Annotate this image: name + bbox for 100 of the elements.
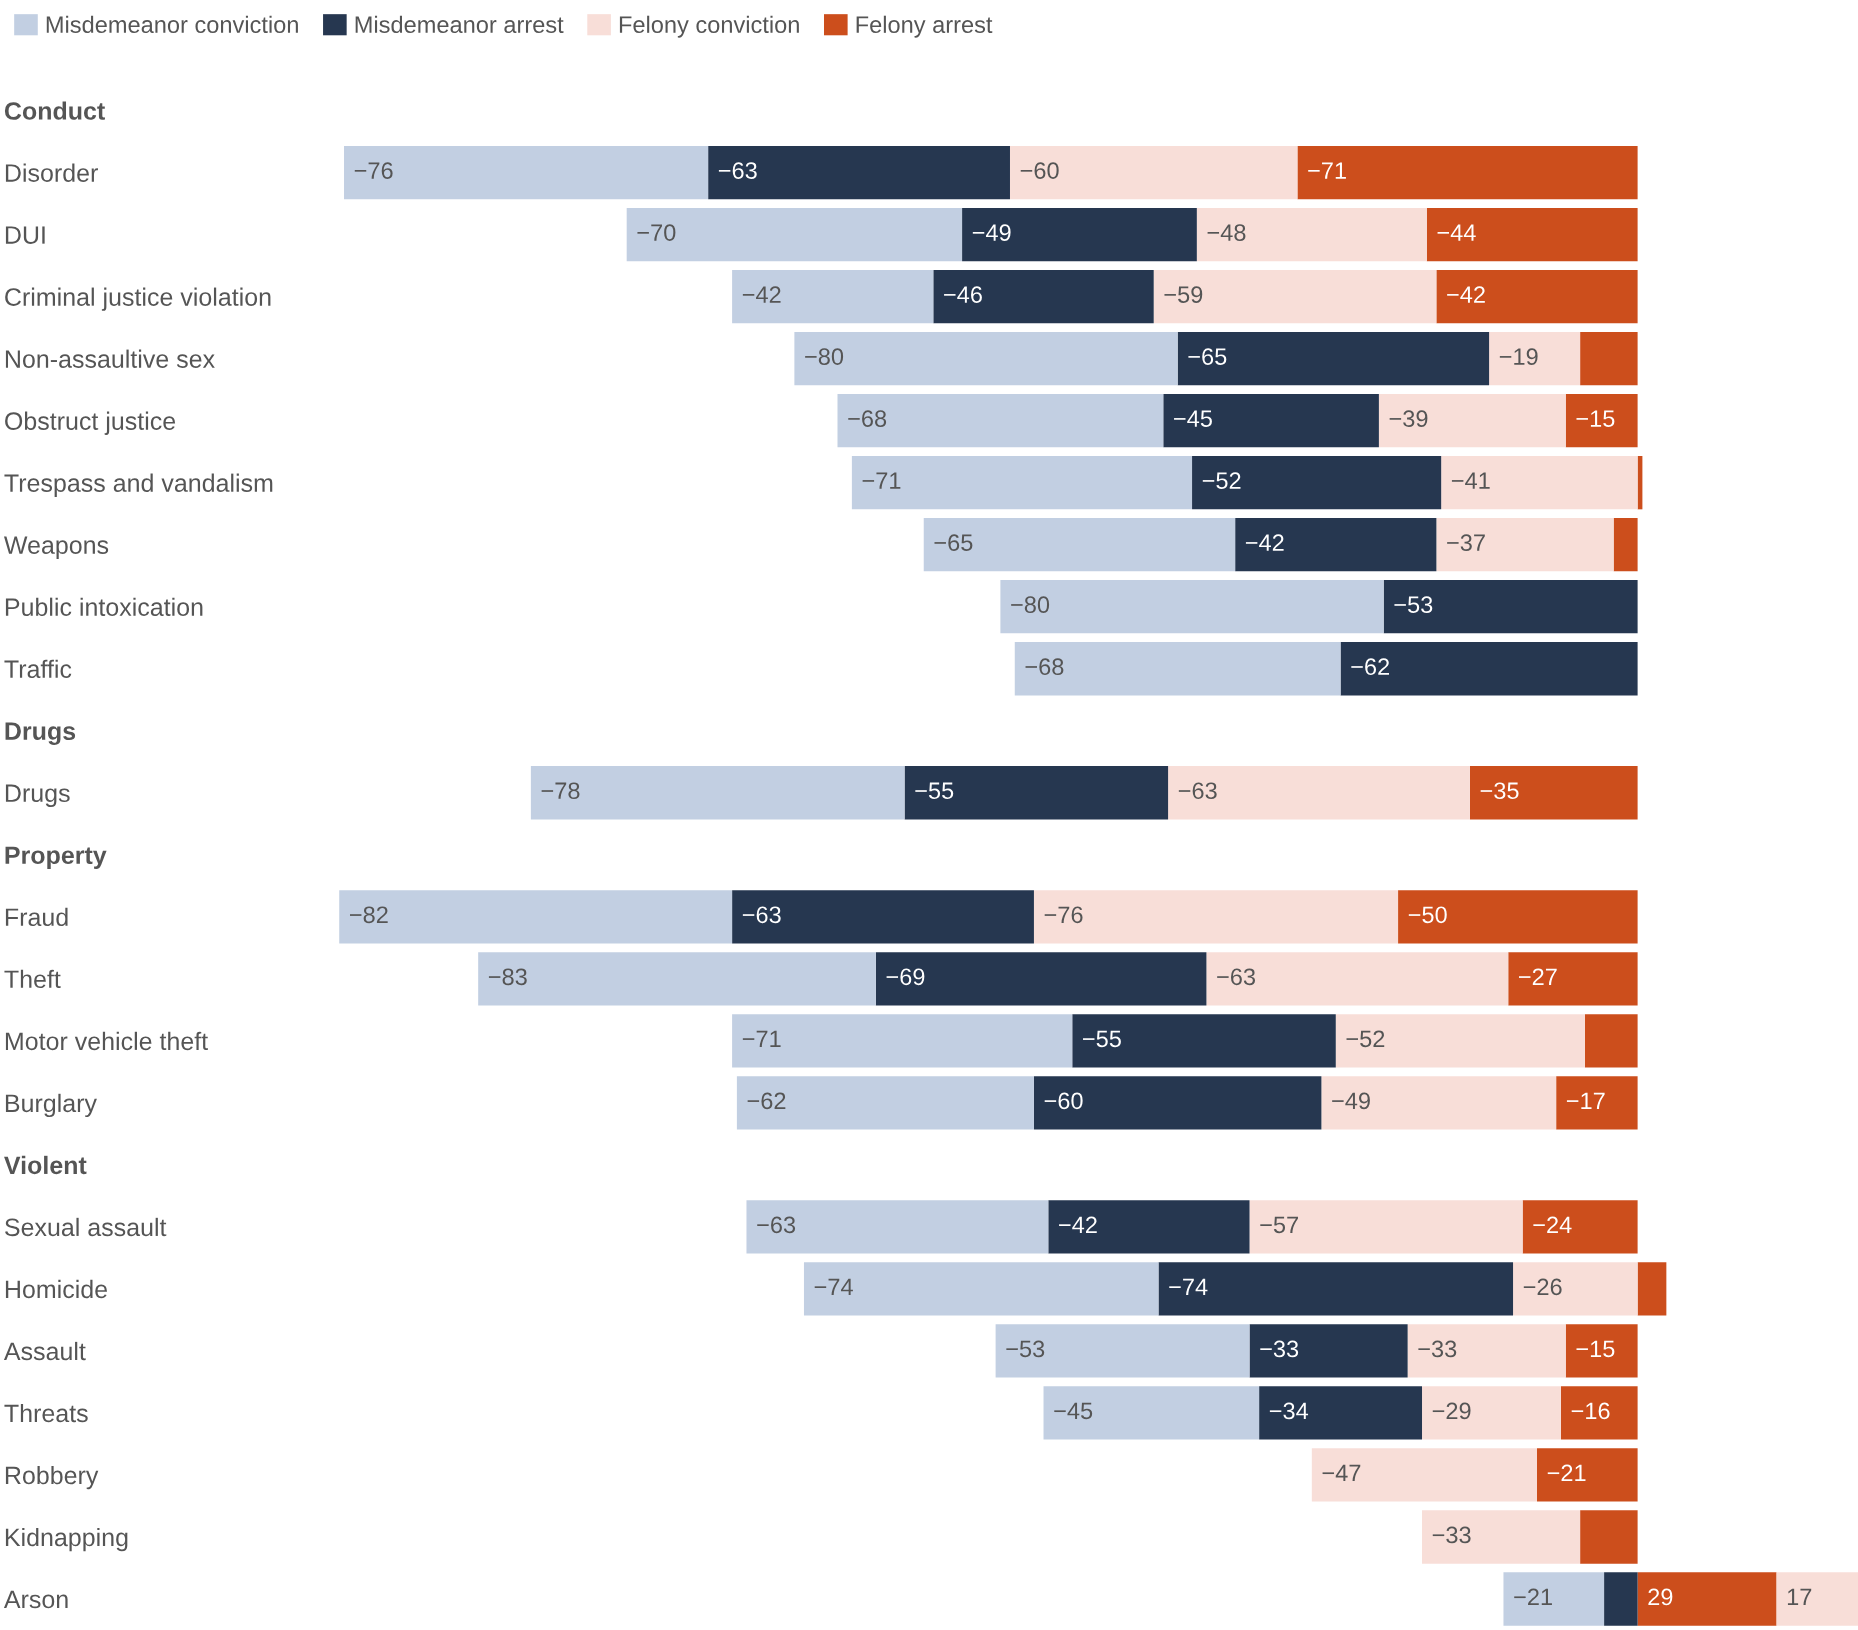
y-tick-label: Fraud: [5, 907, 68, 927]
y-tick-label: Drugs: [5, 722, 76, 746]
data-label: −44: [1437, 224, 1476, 241]
data-label: −59: [1164, 286, 1203, 303]
bar: [732, 1014, 1073, 1068]
data-label: −63: [1178, 782, 1217, 800]
data-label: −57: [1260, 1216, 1298, 1234]
bar: [803, 1262, 1159, 1316]
data-label: −62: [1351, 658, 1390, 676]
data-label: −41: [1451, 472, 1490, 489]
bar: [1297, 145, 1638, 200]
data-label: −42: [1059, 1216, 1097, 1233]
bar: [736, 1076, 1034, 1130]
data-label: −48: [1207, 224, 1246, 241]
data-label: −65: [1188, 348, 1227, 365]
bar: [1168, 766, 1470, 820]
bar: [1637, 1262, 1667, 1316]
y-tick-label: Homicide: [5, 1279, 107, 1299]
y-tick-label: Criminal justice violation: [5, 287, 271, 311]
data-label: −19: [1499, 348, 1538, 365]
data-label: −69: [886, 968, 925, 986]
y-tick-label: Burglary: [5, 1093, 97, 1118]
data-label: −60: [1044, 1092, 1083, 1110]
data-label: −46: [944, 286, 982, 303]
data-label: −53: [1006, 1340, 1045, 1358]
data-label: −34: [1269, 1402, 1309, 1420]
legend-label: Felony arrest: [856, 15, 993, 38]
data-label: −55: [1083, 1030, 1121, 1048]
bar: [904, 766, 1169, 820]
data-label: −80: [805, 348, 844, 365]
data-label: −15: [1576, 1340, 1615, 1358]
data-label: −16: [1571, 1402, 1610, 1420]
bar: [1537, 1448, 1638, 1502]
bar: [1398, 890, 1638, 944]
data-label: −26: [1523, 1278, 1562, 1296]
y-tick-label: Theft: [4, 969, 61, 989]
y-tick-label: Motor vehicle theft: [5, 1031, 208, 1051]
bar: [1249, 1200, 1523, 1254]
bar: [1441, 456, 1638, 510]
bar: [1469, 766, 1638, 820]
legend-label: Felony conviction: [619, 15, 799, 38]
bar: [1259, 1386, 1423, 1440]
data-label: −80: [1011, 596, 1050, 614]
bar: [1565, 393, 1638, 448]
data-label: −21: [1514, 1588, 1552, 1606]
data-label: −33: [1432, 1526, 1471, 1544]
data-label: −52: [1202, 472, 1241, 490]
y-tick-label: Disorder: [5, 163, 98, 182]
data-label: 17: [1787, 1588, 1812, 1606]
bar: [1436, 518, 1614, 572]
data-label: −82: [349, 906, 388, 924]
data-label: −45: [1174, 410, 1212, 427]
bar: [1177, 331, 1490, 386]
data-label: −74: [1169, 1278, 1208, 1296]
data-label: −42: [742, 286, 781, 303]
bar: [933, 269, 1154, 324]
bar: [1249, 1324, 1408, 1378]
bar: [875, 952, 1207, 1006]
bar: [1422, 1386, 1561, 1440]
data-label: −63: [742, 906, 781, 924]
legend-label: Misdemeanor conviction: [46, 15, 298, 34]
bar: [794, 331, 1178, 386]
data-label: −47: [1322, 1464, 1361, 1482]
bar: [530, 766, 905, 820]
bar: [732, 890, 1034, 944]
y-tick-label: Trespass and vandalism: [4, 473, 273, 497]
bar: [1033, 890, 1399, 944]
bar: [344, 145, 709, 200]
y-tick-label: Obstruct justice: [5, 411, 176, 435]
bar: [1508, 952, 1638, 1006]
bar: [1196, 207, 1427, 262]
bar: [851, 456, 1193, 510]
bar: [1565, 1324, 1638, 1378]
data-label: −63: [757, 1216, 796, 1234]
data-label: −45: [1054, 1402, 1093, 1420]
bar: [732, 269, 934, 324]
bar: [962, 207, 1197, 262]
bar: [1407, 1324, 1566, 1378]
data-label: 29: [1648, 1588, 1673, 1606]
bar: [1637, 1572, 1777, 1626]
data-label: −71: [862, 472, 901, 489]
bar: [1580, 1510, 1638, 1564]
y-tick-label: Kidnapping: [5, 1527, 128, 1552]
bar: [1311, 1448, 1537, 1502]
bar: [1613, 518, 1638, 572]
bar: [1776, 1572, 1858, 1626]
bar: [1522, 1200, 1638, 1254]
bar: [478, 952, 876, 1006]
bar: [1560, 1386, 1638, 1440]
data-label: −39: [1389, 410, 1428, 427]
legend-label: Misdemeanor arrest: [355, 15, 564, 34]
data-label: −17: [1566, 1092, 1605, 1109]
data-label: −76: [354, 162, 393, 179]
data-label: −71: [1308, 162, 1346, 179]
bar: [1321, 1076, 1557, 1130]
bar: [1584, 1014, 1638, 1068]
bar: [1043, 1386, 1260, 1440]
bar: [1422, 1510, 1581, 1564]
bar: [1163, 393, 1379, 448]
data-label: −76: [1044, 906, 1083, 924]
